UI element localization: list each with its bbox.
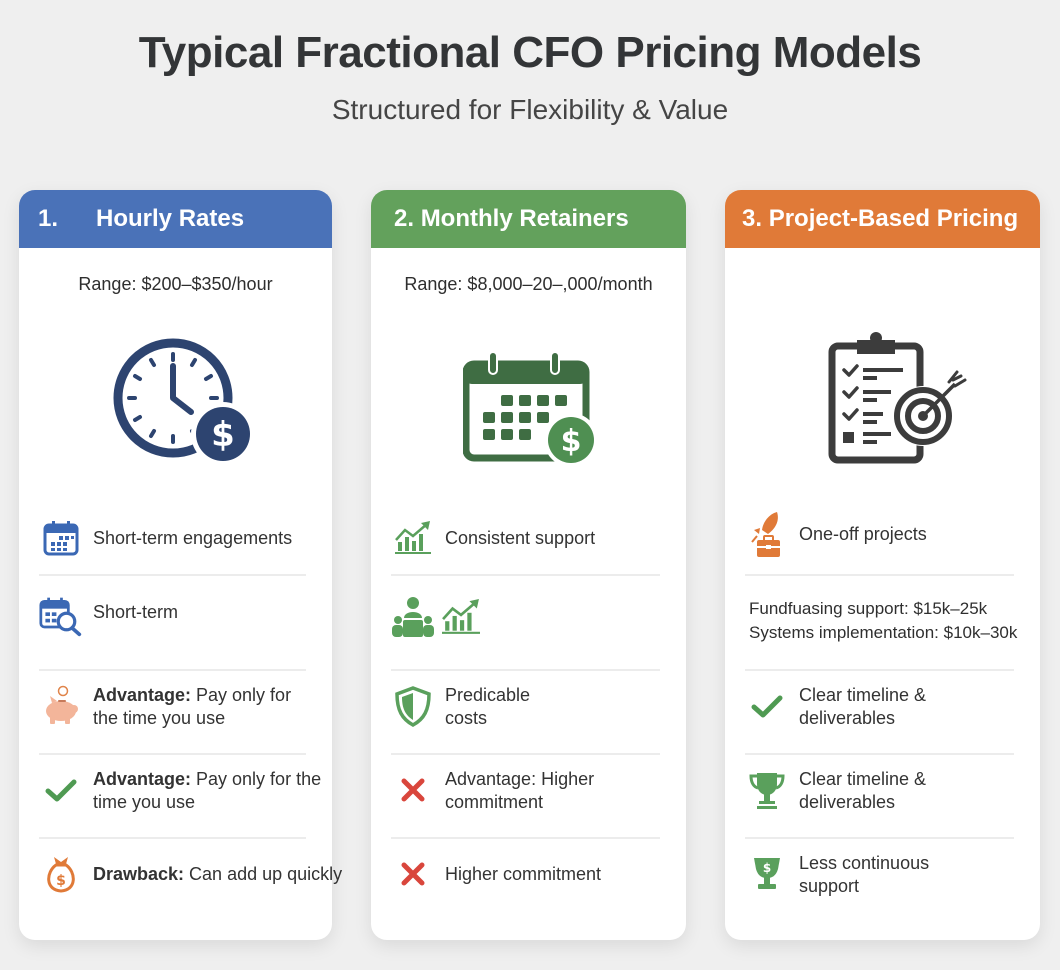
growth-chart-icon: [391, 516, 435, 560]
list-item: One-off projects: [745, 512, 1016, 557]
divider: [39, 837, 306, 839]
list-item: Advantage: Higher commitment: [391, 768, 662, 814]
divider: [391, 669, 660, 671]
card-title: Monthly Retainers: [420, 205, 629, 232]
item-text: Less continuous support: [799, 853, 930, 896]
list-item: Clear timeline & deliverables: [745, 684, 1016, 730]
check-icon: [39, 768, 83, 812]
card-title: Hourly Rates: [96, 205, 245, 232]
divider: [391, 574, 660, 576]
divider: [391, 837, 660, 839]
page-title: Typical Fractional CFO Pricing Models: [138, 28, 922, 77]
list-item: Short-term: [39, 594, 308, 638]
money-bag-icon: $: [39, 852, 83, 896]
svg-text:$: $: [763, 861, 771, 875]
card-title: Project-Based Pricing: [768, 205, 1019, 232]
svg-text:$: $: [561, 424, 582, 459]
divider: [745, 753, 1014, 755]
list-item: $ Drawback: Can add up quickly: [39, 852, 342, 896]
growth-chart-icon: [439, 595, 483, 639]
item-text: Clear timeline & deliverables: [799, 685, 927, 728]
card-number: 1.: [38, 205, 59, 232]
card-project-based: 3. Project-Based Pricing: [725, 190, 1040, 940]
list-item: Clear timeline & deliverables: [745, 768, 1016, 814]
card-header-hourly: 1. Hourly Rates: [19, 190, 332, 248]
divider: [39, 669, 306, 671]
project-prices: Fundfuasing support: $15k–25k Systems im…: [749, 597, 1017, 645]
trophy-icon: [745, 768, 789, 812]
item-text: Consistent support: [445, 527, 596, 548]
team-meeting-icon: [391, 595, 435, 639]
item-text: One-off projects: [799, 523, 927, 544]
clock-dollar-icon: $: [111, 338, 255, 471]
price-range: Range: $200–$350/hour: [78, 274, 273, 294]
list-item: Consistent support: [391, 516, 662, 560]
item-text: Advantage: Pay only for the time you use: [93, 685, 292, 728]
item-text: Advantage: Pay only for the time you use: [93, 769, 322, 812]
divider: [39, 574, 306, 576]
item-text: Clear timeline & deliverables: [799, 769, 927, 812]
piggy-bank-icon: [39, 684, 83, 728]
svg-text:$: $: [56, 873, 66, 889]
divider: [391, 753, 660, 755]
x-icon: [391, 768, 435, 812]
systems-price: Systems implementation: $10k–30k: [749, 623, 1018, 642]
divider: [745, 669, 1014, 671]
price-range: Range: $8,000–20–,000/month: [404, 274, 653, 294]
card-monthly-retainers: 2. Monthly Retainers Range: $8,000–20–,0…: [371, 190, 686, 940]
divider: [745, 837, 1014, 839]
list-item: Short-term engagements: [39, 516, 308, 560]
check-icon: [745, 684, 789, 728]
fundraising-price: Fundfuasing support: $15k–25k: [749, 599, 988, 618]
card-number: 2.: [394, 205, 415, 232]
item-text: Higher commitment: [445, 863, 602, 884]
clipboard-target-icon: [827, 332, 967, 471]
item-text: Drawback: Can add up quickly: [93, 863, 343, 884]
calendar-icon: [39, 516, 83, 560]
list-item: Higher commitment: [391, 852, 662, 896]
shield-icon: [391, 684, 435, 728]
x-icon: [391, 852, 435, 896]
list-item: Advantage: Pay only for the time you use: [39, 684, 308, 730]
item-text: Short-term engagements: [93, 527, 293, 548]
trophy-dollar-icon: $: [745, 852, 789, 896]
item-text: Predicable costs: [445, 685, 531, 728]
card-header-project: 3. Project-Based Pricing: [725, 190, 1040, 248]
list-item: Advantage: Pay only for the time you use: [39, 768, 321, 814]
card-number: 3.: [742, 205, 763, 232]
divider: [39, 753, 306, 755]
divider: [745, 574, 1014, 576]
calendar-dollar-icon: $: [462, 348, 603, 473]
card-header-monthly: 2. Monthly Retainers: [371, 190, 686, 248]
svg-text:$: $: [211, 415, 235, 455]
list-item: Predicable costs: [391, 684, 662, 730]
item-text: Short-term: [93, 601, 179, 622]
card-hourly-rates: 1. Hourly Rates Range: $200–$350/hour $ S…: [19, 190, 342, 940]
item-text: Advantage: Higher commitment: [445, 769, 595, 812]
list-item: [391, 595, 662, 639]
list-item: $ Less continuous support: [745, 852, 1016, 898]
calendar-search-icon: [39, 594, 83, 638]
rocket-briefcase-icon: [745, 512, 789, 557]
page-subtitle: Structured for Flexibility & Value: [331, 94, 729, 125]
